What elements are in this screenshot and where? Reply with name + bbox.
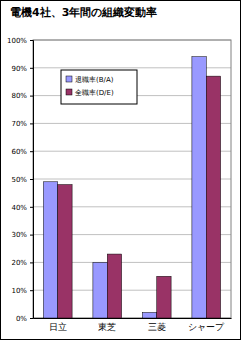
legend-swatch [66,89,72,95]
x-axis-line [34,318,232,319]
y-tick: 60% [11,148,33,156]
y-tick-mark [30,207,33,208]
y-tick-mark [30,123,33,124]
y-tick-mark [30,235,33,236]
y-tick: 100% [7,37,33,45]
y-axis-line [30,41,34,319]
legend-label: 全職率(D/E) [75,89,114,97]
y-tick-label: 80% [11,92,27,100]
legend: 退職率(B/A) 全職率(D/E) [61,70,137,104]
y-tick-label: 30% [11,231,27,239]
chart: 電機4社、3年間の組織変動率 0% 10% 20% 30% 40% 50% 60% 70% 80%… [0,0,241,340]
bar [107,254,121,318]
y-tick-mark [30,96,33,97]
legend-label: 退職率(B/A) [75,76,114,84]
plot-frame [33,40,231,318]
y-tick: 90% [11,65,33,73]
y-tick-label: 90% [11,65,27,73]
title: 電機4社、3年間の組織変動率 [10,6,157,19]
y-tick: 50% [11,176,33,184]
x-tick: 東芝 [98,318,116,332]
y-tick-mark [30,179,33,180]
x-tick-label: シャープ [188,322,225,332]
y-tick: 0% [16,315,33,323]
y-tick-label: 40% [11,204,27,212]
legend-swatch [66,76,72,82]
y-tick-label: 100% [7,37,27,45]
y-tick-label: 20% [11,259,27,267]
y-tick: 80% [11,92,33,100]
bar [93,262,107,318]
y-tick-mark [30,290,33,291]
y-tick: 20% [11,259,33,267]
y-tick-mark [30,318,33,319]
x-tick-label: 日立 [49,322,67,332]
bar [142,312,156,318]
bar [58,185,72,318]
y-tick: 40% [11,204,33,212]
y-tick-label: 50% [11,176,27,184]
bar [206,76,220,318]
y-tick-mark [30,40,33,41]
x-tick-label: 東芝 [98,322,116,332]
y-tick: 10% [11,287,33,295]
y-tick-mark [30,262,33,263]
y-tick-mark [30,68,33,69]
y-tick: 70% [11,120,33,128]
y-tick-label: 60% [11,148,27,156]
bar [192,57,206,318]
y-tick-label: 10% [11,287,27,295]
y-tick: 30% [11,231,33,239]
y-tick-label: 0% [16,315,27,323]
chart-border [1,1,241,340]
y-axis: 0% 10% 20% 30% 40% 50% 60% 70% 80% 90% 100% [7,37,34,323]
x-axis: 日立 東芝 三菱 シャープ [34,318,232,332]
x-tick-label: 三菱 [148,322,166,332]
bar [157,276,171,318]
x-tick: 日立 [49,318,67,332]
bar [43,182,57,318]
y-tick-mark [30,151,33,152]
x-tick: シャープ [188,318,225,332]
x-tick: 三菱 [148,318,166,332]
bars [43,57,220,318]
y-tick-label: 70% [11,120,27,128]
legend-box [61,70,137,104]
